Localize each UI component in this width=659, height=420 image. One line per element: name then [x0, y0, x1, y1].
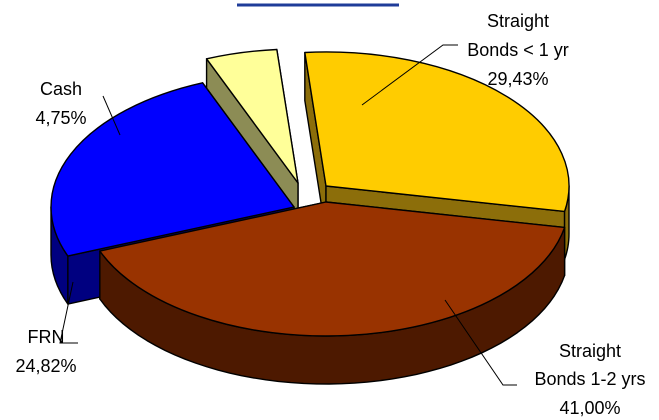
- leader-lines: [59, 44, 517, 386]
- label-straight-lt1-line2: Bonds < 1 yr: [467, 40, 569, 60]
- label-frn-value: 24,82%: [15, 356, 76, 376]
- slice-straight-bonds-1-2yrs: [99, 201, 566, 337]
- label-cash-name: Cash: [40, 79, 82, 99]
- label-straight-lt1-line1: Straight: [487, 11, 549, 31]
- label-straight-12-value: 41,00%: [559, 398, 620, 418]
- leader-frn: [59, 281, 78, 344]
- label-straight-lt1-value: 29,43%: [487, 69, 548, 89]
- slice-frn: [50, 82, 295, 257]
- label-cash-value: 4,75%: [35, 108, 86, 128]
- label-frn-name: FRN: [28, 327, 65, 347]
- label-straight-12-line1: Straight: [559, 341, 621, 361]
- label-straight-12-line2: Bonds 1-2 yrs: [534, 369, 645, 389]
- leader-cash: [102, 95, 121, 136]
- slice-cash: [205, 48, 299, 184]
- slice-tops: [50, 48, 570, 337]
- leader-straight-12: [444, 299, 517, 386]
- leader-straight-lt1: [361, 44, 458, 106]
- slice-straight-bonds-lt-1yr: [304, 51, 570, 213]
